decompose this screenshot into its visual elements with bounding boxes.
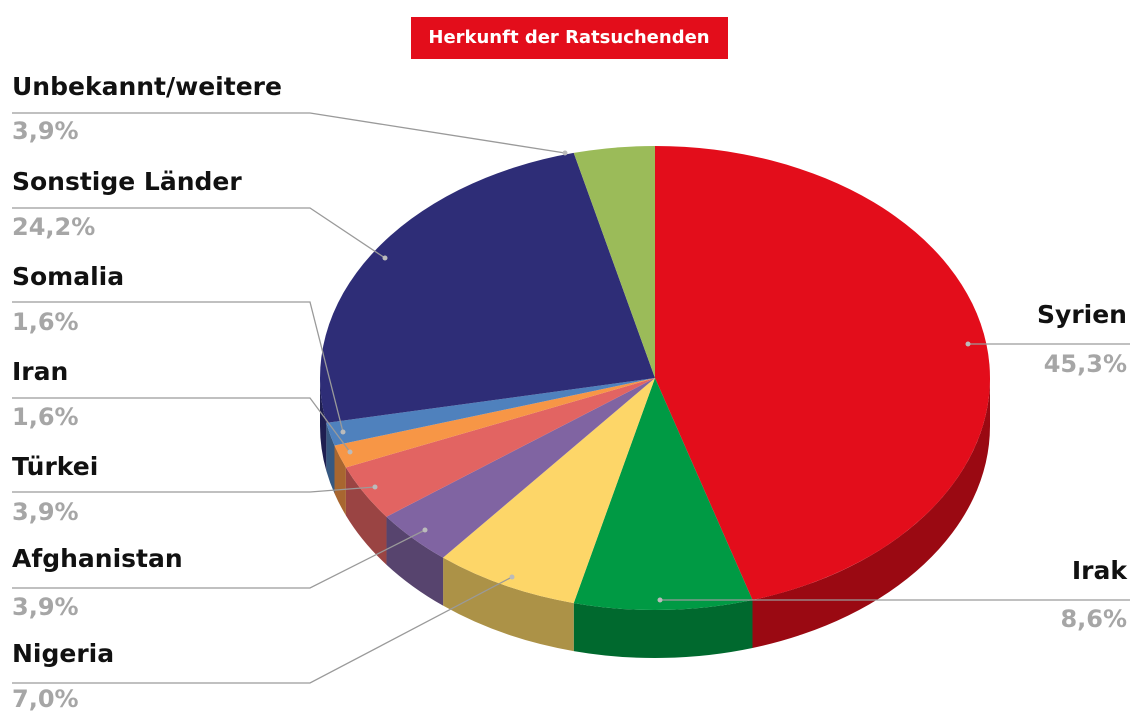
leader-dot — [422, 527, 428, 533]
leader-line — [12, 576, 513, 684]
category-label: Somalia — [12, 262, 124, 291]
title-box — [411, 17, 728, 59]
leader-dot — [562, 150, 568, 156]
value-label: 3,9% — [12, 117, 79, 145]
category-label: Iran — [12, 357, 68, 386]
slice-side — [573, 599, 753, 658]
slice-side — [326, 422, 335, 494]
leader-dot — [657, 597, 663, 603]
leader-line — [12, 486, 376, 493]
slice-side — [443, 557, 574, 652]
value-label: 3,9% — [12, 593, 79, 621]
slice — [326, 378, 655, 446]
value-label: 8,6% — [1060, 605, 1127, 633]
slice — [573, 146, 655, 378]
value-label: 24,2% — [12, 213, 95, 241]
slice — [443, 378, 655, 604]
value-label: 3,9% — [12, 498, 79, 526]
slice-side — [345, 467, 387, 565]
leader-dot — [509, 574, 515, 580]
slice-side — [752, 378, 990, 648]
category-label: Afghanistan — [12, 544, 183, 573]
value-label: 1,6% — [12, 308, 79, 336]
value-label: 7,0% — [12, 685, 79, 713]
leader-line — [12, 112, 566, 154]
slice-side — [320, 378, 327, 471]
slice — [334, 378, 655, 468]
slice — [655, 146, 991, 600]
leader-line — [12, 301, 344, 433]
leader-dot — [965, 341, 971, 347]
leader-dot — [340, 429, 346, 435]
chart-title: Herkunft der Ratsuchenden — [428, 27, 709, 48]
leader-line — [12, 529, 426, 589]
category-label: Irak — [1072, 556, 1129, 585]
category-label: Sonstige Länder — [12, 167, 242, 196]
leader-dot — [372, 484, 378, 490]
slice — [320, 152, 655, 423]
slice — [573, 378, 753, 610]
slice-side — [386, 516, 444, 606]
category-label: Nigeria — [12, 639, 114, 668]
leader-dot — [382, 255, 388, 261]
category-label: Unbekannt/weitere — [12, 72, 282, 101]
leader-dot — [347, 449, 353, 455]
slice — [345, 378, 655, 517]
leader-line — [12, 207, 386, 259]
slice-side — [334, 445, 346, 516]
value-label: 1,6% — [12, 403, 79, 431]
value-label: 45,3% — [1044, 350, 1127, 378]
category-label: Syrien — [1037, 300, 1127, 329]
slice — [386, 378, 655, 558]
leader-line — [12, 397, 351, 453]
category-label: Türkei — [12, 452, 98, 481]
